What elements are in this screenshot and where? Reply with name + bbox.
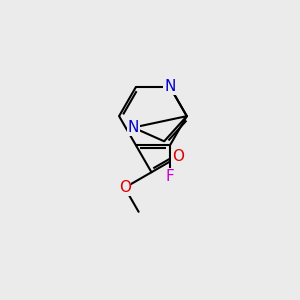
Text: F: F (166, 169, 174, 184)
Text: N: N (164, 79, 176, 94)
Text: N: N (128, 120, 139, 135)
Text: O: O (119, 180, 131, 195)
Text: O: O (172, 149, 184, 164)
